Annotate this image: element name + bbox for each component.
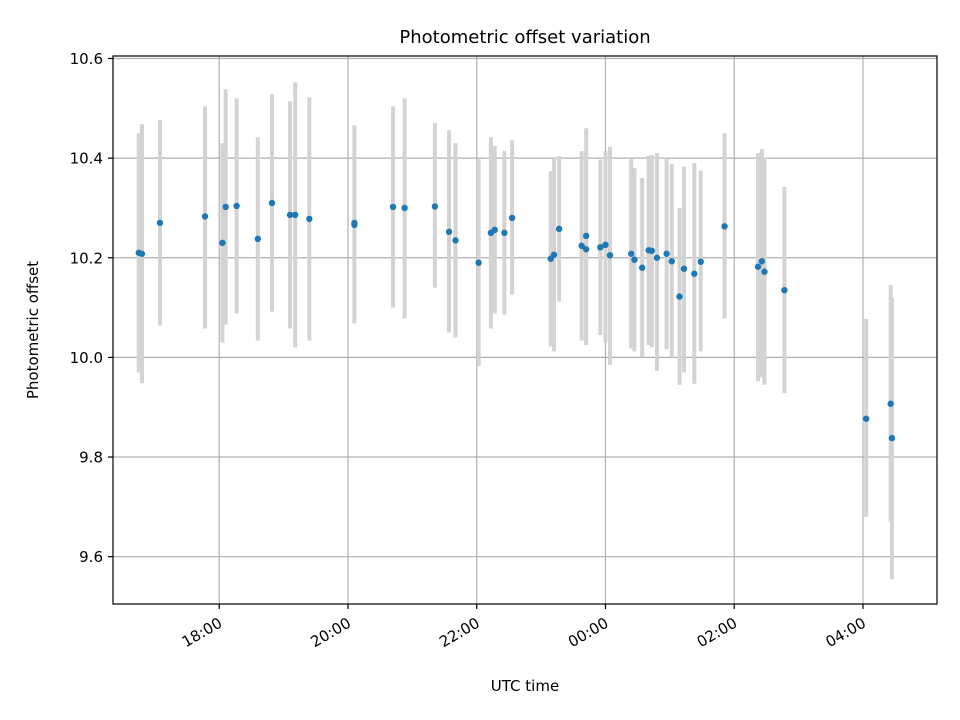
data-point [286,211,294,219]
data-point [501,229,508,237]
data-point [233,202,240,210]
chart-title: Photometric offset variation [399,27,650,48]
data-point [508,214,516,222]
data-point [351,221,358,229]
data-point [254,235,262,243]
data-point [452,237,459,244]
plot-frame [112,55,938,605]
data-point [691,270,698,277]
data-point [156,219,164,227]
data-point [268,199,276,207]
data-point [389,203,397,211]
data-point [676,293,683,300]
data-point [697,258,704,265]
data-point [138,250,146,257]
data-point [754,263,762,270]
data-point [758,258,766,265]
data-point [291,211,299,219]
data-point [761,268,768,275]
data-point [550,251,558,258]
data-point [582,232,590,240]
data-point [680,265,688,272]
y-tick-label: 10.2 [70,249,103,267]
y-tick-label: 9.8 [79,449,103,467]
data-point [401,204,408,212]
y-tick-label: 9.6 [79,548,103,566]
y-axis-ticks: 9.6 9.8 10.0 10.2 10.4 10.6 [70,50,113,566]
data-point [445,228,453,236]
data-point [306,215,313,223]
data-point [888,434,896,442]
x-axis-title: UTC time [491,677,559,695]
data-point [628,250,635,257]
data-points [135,199,896,442]
data-point [663,250,670,257]
data-point [582,246,590,253]
data-point [431,203,439,210]
y-tick-label: 10.6 [70,50,103,68]
data-point [631,256,638,263]
data-point [862,415,870,422]
data-point [721,223,728,230]
data-point [491,226,498,234]
data-point [648,247,656,254]
data-point [602,241,609,249]
data-point [597,244,604,251]
y-tick-label: 10.4 [70,150,103,168]
data-point [638,264,646,271]
data-point [578,242,585,250]
y-tick-label: 10.0 [70,349,103,367]
data-point [606,252,614,259]
data-point [668,258,675,265]
y-axis-title: Photometric offset [24,261,42,399]
data-point [201,213,209,220]
data-point [219,239,226,247]
data-point [475,259,482,266]
data-point [653,254,661,261]
data-point [887,400,894,407]
data-point [222,203,229,211]
data-point [781,286,788,294]
data-point [555,225,563,233]
